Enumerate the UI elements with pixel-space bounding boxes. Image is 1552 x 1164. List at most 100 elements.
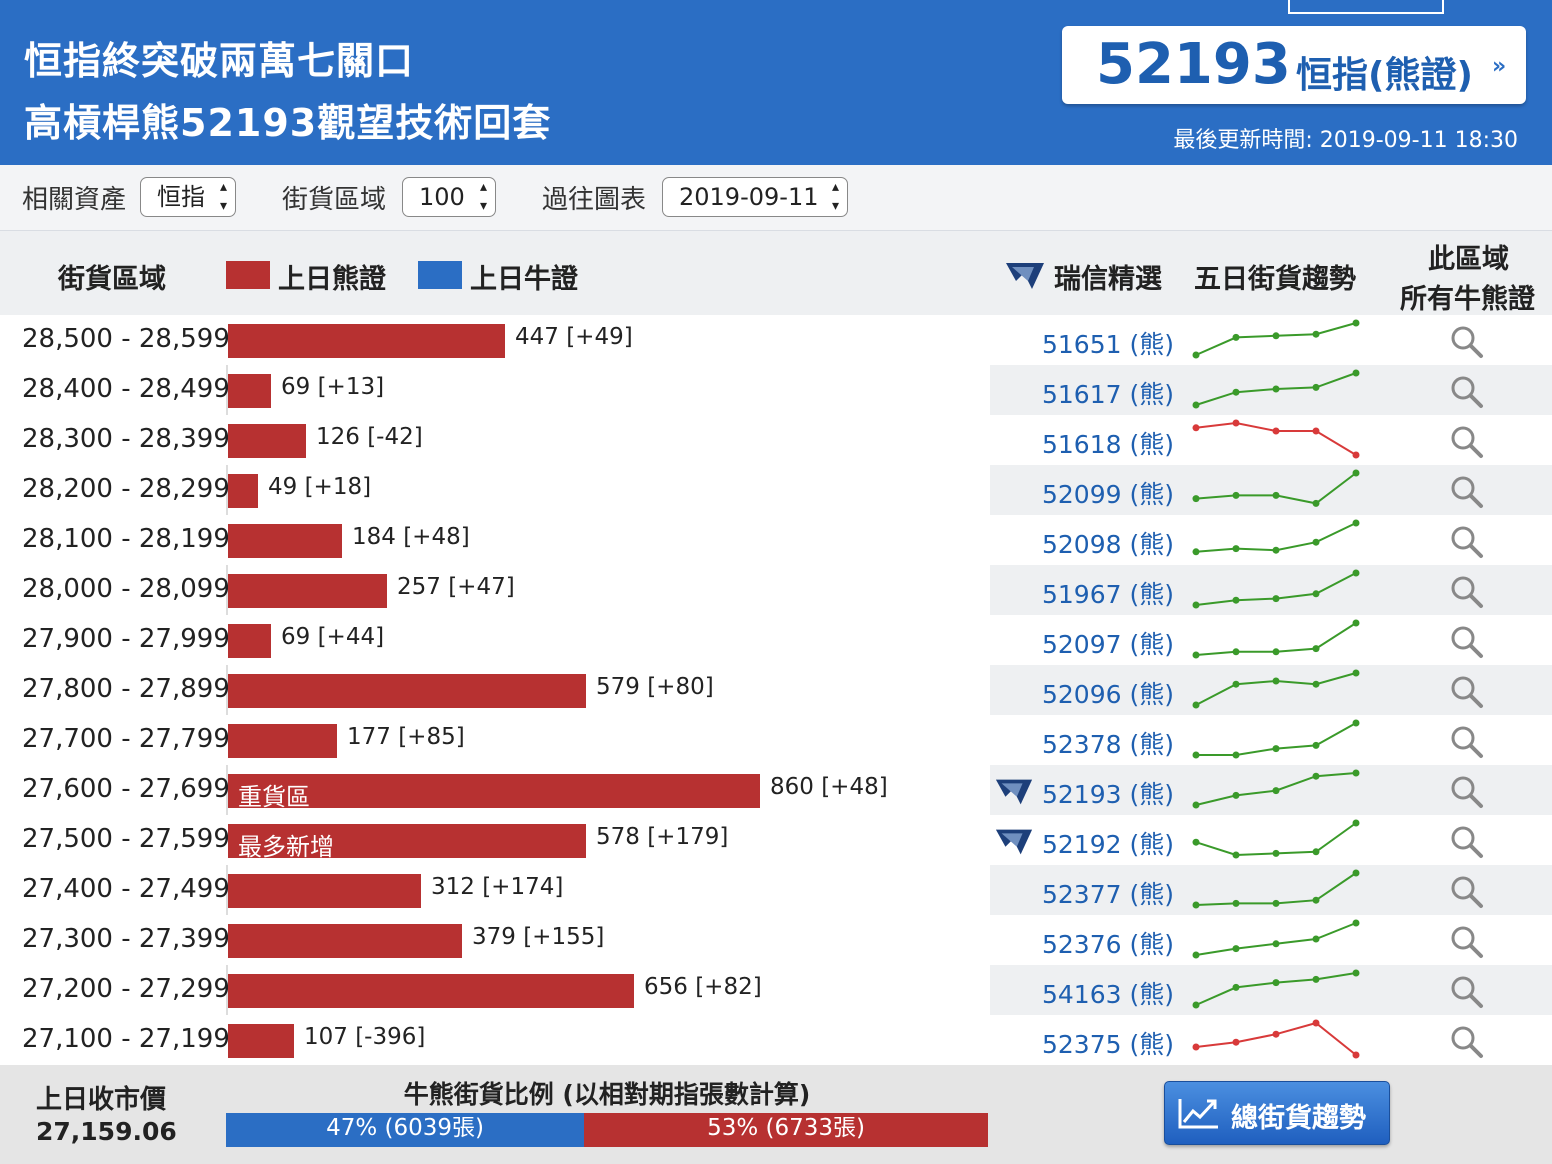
search-icon[interactable]: [1448, 773, 1486, 811]
asset-select[interactable]: 恒指 ▴ ▾: [140, 177, 236, 217]
zone-range: 27,200 - 27,299: [22, 974, 230, 1004]
sparkline-point: [1353, 320, 1360, 327]
summary-footer: 上日收市價 27,159.06 牛熊街貨比例 (以相對期指張數計算) 47% (…: [0, 1065, 1552, 1164]
table-row: 27,700 - 27,799 177 [+85] 52378 (熊): [0, 715, 1552, 765]
warrant-code-link[interactable]: 52377 (熊): [1042, 875, 1174, 911]
zone-range: 27,600 - 27,699: [22, 774, 230, 804]
select-arrows-icon: ▴ ▾: [832, 178, 839, 216]
product-code: 52193: [1096, 32, 1291, 97]
sparkline-point: [1193, 652, 1200, 659]
sparkline-point: [1193, 702, 1200, 709]
header-tab[interactable]: [1288, 0, 1444, 14]
warrant-code-link[interactable]: 52375 (熊): [1042, 1025, 1174, 1061]
sparkline-point: [1313, 539, 1320, 546]
sparkline-point: [1353, 870, 1360, 877]
product-label: 恒指(熊證): [1296, 46, 1473, 98]
zone-range: 27,700 - 27,799: [22, 724, 230, 754]
search-icon[interactable]: [1448, 673, 1486, 711]
warrant-code-link[interactable]: 51617 (熊): [1042, 375, 1174, 411]
warrant-code-link[interactable]: 52096 (熊): [1042, 675, 1174, 711]
bar-value-label: 49 [+18]: [268, 474, 371, 500]
sparkline-point: [1233, 752, 1240, 759]
warrant-code-link[interactable]: 54163 (熊): [1042, 975, 1174, 1011]
search-icon[interactable]: [1448, 473, 1486, 511]
ubs-logo-icon: [1004, 259, 1046, 291]
zone-range: 28,000 - 28,099: [22, 574, 230, 604]
sparkline-point: [1193, 495, 1200, 502]
product-link-button[interactable]: 52193 恒指(熊證) »: [1062, 26, 1526, 104]
bar-value-label: 379 [+155]: [472, 924, 604, 950]
zone-select[interactable]: 100 ▴ ▾: [402, 177, 496, 217]
bear-volume-bar: 最多新增: [228, 824, 586, 858]
bear-volume-bar: [228, 574, 387, 608]
sparkline-point: [1273, 979, 1280, 986]
search-icon[interactable]: [1448, 523, 1486, 561]
five-day-sparkline: [1188, 817, 1368, 863]
bear-volume-bar: [228, 424, 306, 458]
search-icon[interactable]: [1448, 573, 1486, 611]
search-icon[interactable]: [1448, 873, 1486, 911]
sparkline-point: [1313, 848, 1320, 855]
warrant-code-link[interactable]: 52192 (熊): [1042, 825, 1174, 861]
search-icon[interactable]: [1448, 623, 1486, 661]
select-arrows-icon: ▴ ▾: [220, 178, 227, 216]
bull-bear-ratio-title: 牛熊街貨比例 (以相對期指張數計算): [226, 1075, 988, 1111]
sparkline-point: [1193, 1002, 1200, 1009]
warrant-code-link[interactable]: 52098 (熊): [1042, 525, 1174, 561]
total-trend-button[interactable]: 總街貨趨勢: [1164, 1081, 1390, 1145]
bar-value-label: 69 [+13]: [281, 374, 384, 400]
warrant-code-link[interactable]: 51651 (熊): [1042, 325, 1174, 361]
table-row: 27,900 - 27,999 69 [+44] 52097 (熊): [0, 615, 1552, 665]
search-icon[interactable]: [1448, 423, 1486, 461]
bear-volume-bar: [228, 724, 337, 758]
total-trend-button-label: 總街貨趨勢: [1231, 1096, 1366, 1135]
search-icon[interactable]: [1448, 973, 1486, 1011]
table-row: 27,800 - 27,899 579 [+80] 52096 (熊): [0, 665, 1552, 715]
warrant-code-link[interactable]: 52376 (熊): [1042, 925, 1174, 961]
ubs-logo-icon: [994, 825, 1034, 857]
sparkline-line: [1196, 923, 1356, 955]
sparkline-point: [1353, 470, 1360, 477]
search-icon[interactable]: [1448, 723, 1486, 761]
bar-value-label: 257 [+47]: [397, 574, 515, 600]
sparkline-point: [1273, 940, 1280, 947]
search-icon[interactable]: [1448, 323, 1486, 361]
bear-volume-bar: [228, 874, 421, 908]
five-day-sparkline: [1188, 717, 1368, 763]
sparkline-point: [1193, 352, 1200, 359]
search-icon[interactable]: [1448, 373, 1486, 411]
sparkline-point: [1193, 602, 1200, 609]
sparkline-point: [1313, 976, 1320, 983]
zone-range: 27,500 - 27,599: [22, 824, 230, 854]
warrant-code-link[interactable]: 52378 (熊): [1042, 725, 1174, 761]
table-row: 27,300 - 27,399 379 [+155] 52376 (熊): [0, 915, 1552, 965]
zone-range: 27,900 - 27,999: [22, 624, 230, 654]
warrant-code-link[interactable]: 52193 (熊): [1042, 775, 1174, 811]
search-icon[interactable]: [1448, 1023, 1486, 1061]
double-chevron-icon: »: [1492, 54, 1506, 79]
sparkline-point: [1353, 620, 1360, 627]
history-date-select[interactable]: 2019-09-11 ▴ ▾: [662, 177, 848, 217]
table-row: 28,000 - 28,099 257 [+47] 51967 (熊): [0, 565, 1552, 615]
bar-value-label: 579 [+80]: [596, 674, 714, 700]
five-day-sparkline: [1188, 417, 1368, 463]
zone-range: 27,800 - 27,899: [22, 674, 230, 704]
table-row: 27,600 - 27,699 重貨區 860 [+48] 52193 (熊): [0, 765, 1552, 815]
sparkline-point: [1313, 773, 1320, 780]
sparkline-point: [1353, 820, 1360, 827]
search-icon[interactable]: [1448, 823, 1486, 861]
warrant-code-link[interactable]: 51967 (熊): [1042, 575, 1174, 611]
warrant-code-link[interactable]: 52099 (熊): [1042, 475, 1174, 511]
page-header: 恒指終突破兩萬七關口 高槓桿熊52193觀望技術回套 52193 恒指(熊證) …: [0, 0, 1552, 165]
bar-value-label: 578 [+179]: [596, 824, 728, 850]
prev-close-value: 27,159.06: [36, 1117, 177, 1146]
bar-tag-label: 重貨區: [238, 777, 310, 812]
table-row: 28,200 - 28,299 49 [+18] 52099 (熊): [0, 465, 1552, 515]
bear-ratio-segment: 53% (6733張): [584, 1113, 988, 1147]
sparkline-point: [1313, 936, 1320, 943]
filter-bar: 相關資產 恒指 ▴ ▾ 街貨區域 100 ▴ ▾ 過往圖表 2019-09-11 ▴…: [0, 165, 1552, 231]
warrant-code-link[interactable]: 51618 (熊): [1042, 425, 1174, 461]
search-icon[interactable]: [1448, 923, 1486, 961]
bar-value-label: 107 [-396]: [304, 1024, 425, 1050]
warrant-code-link[interactable]: 52097 (熊): [1042, 625, 1174, 661]
